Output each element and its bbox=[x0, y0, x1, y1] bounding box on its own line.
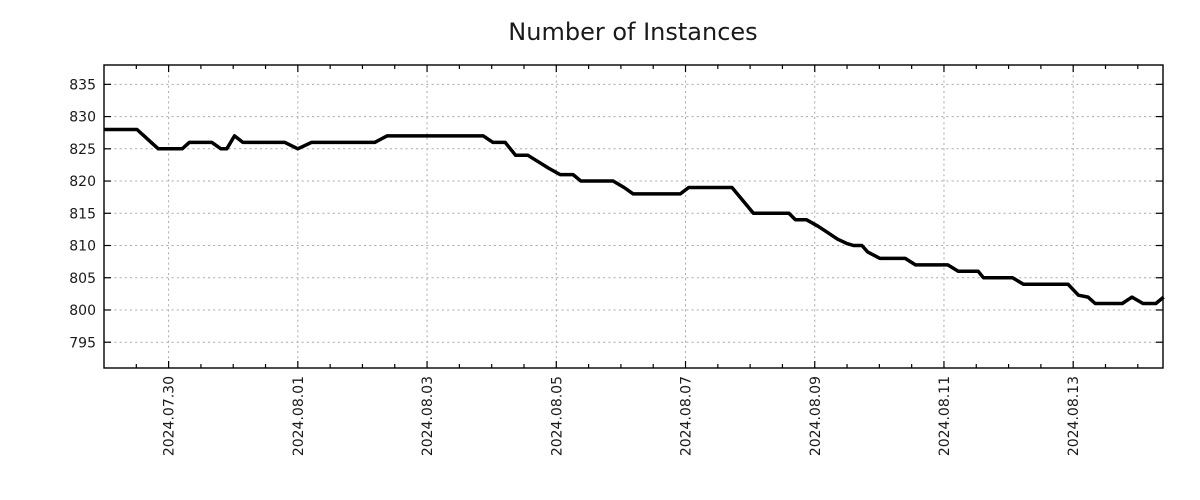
x-tick-label: 2024.08.05 bbox=[549, 376, 565, 456]
x-tick-label: 2024.08.09 bbox=[808, 376, 824, 456]
y-tick-label: 805 bbox=[69, 271, 96, 287]
y-tick-label: 815 bbox=[69, 206, 96, 222]
x-tick-label: 2024.08.03 bbox=[420, 376, 436, 456]
x-tick-label: 2024.08.07 bbox=[679, 376, 695, 456]
x-tick-label: 2024.08.13 bbox=[1066, 376, 1082, 456]
y-tick-label: 820 bbox=[69, 174, 96, 190]
x-axis-labels: 2024.07.30 2024.08.01 2024.08.03 2024.08.05… bbox=[162, 376, 1083, 456]
y-tick-label: 800 bbox=[69, 303, 96, 319]
y-tick-label: 825 bbox=[69, 142, 96, 158]
y-tick-label: 810 bbox=[69, 239, 96, 255]
y-tick-label: 795 bbox=[69, 335, 96, 351]
y-tick-label: 830 bbox=[69, 110, 96, 126]
x-tick-label: 2024.07.30 bbox=[162, 376, 178, 456]
x-tick-label: 2024.08.01 bbox=[291, 376, 307, 456]
x-tick-label: 2024.08.11 bbox=[937, 376, 953, 456]
y-tick-label: 835 bbox=[69, 77, 96, 93]
chart-title: Number of Instances bbox=[508, 18, 757, 46]
plot-border bbox=[103, 64, 1164, 369]
y-axis-labels: 795 800 805 810 815 820 825 830 835 bbox=[69, 77, 96, 351]
series-line-instances bbox=[104, 127, 1165, 306]
gridlines bbox=[104, 65, 1163, 368]
